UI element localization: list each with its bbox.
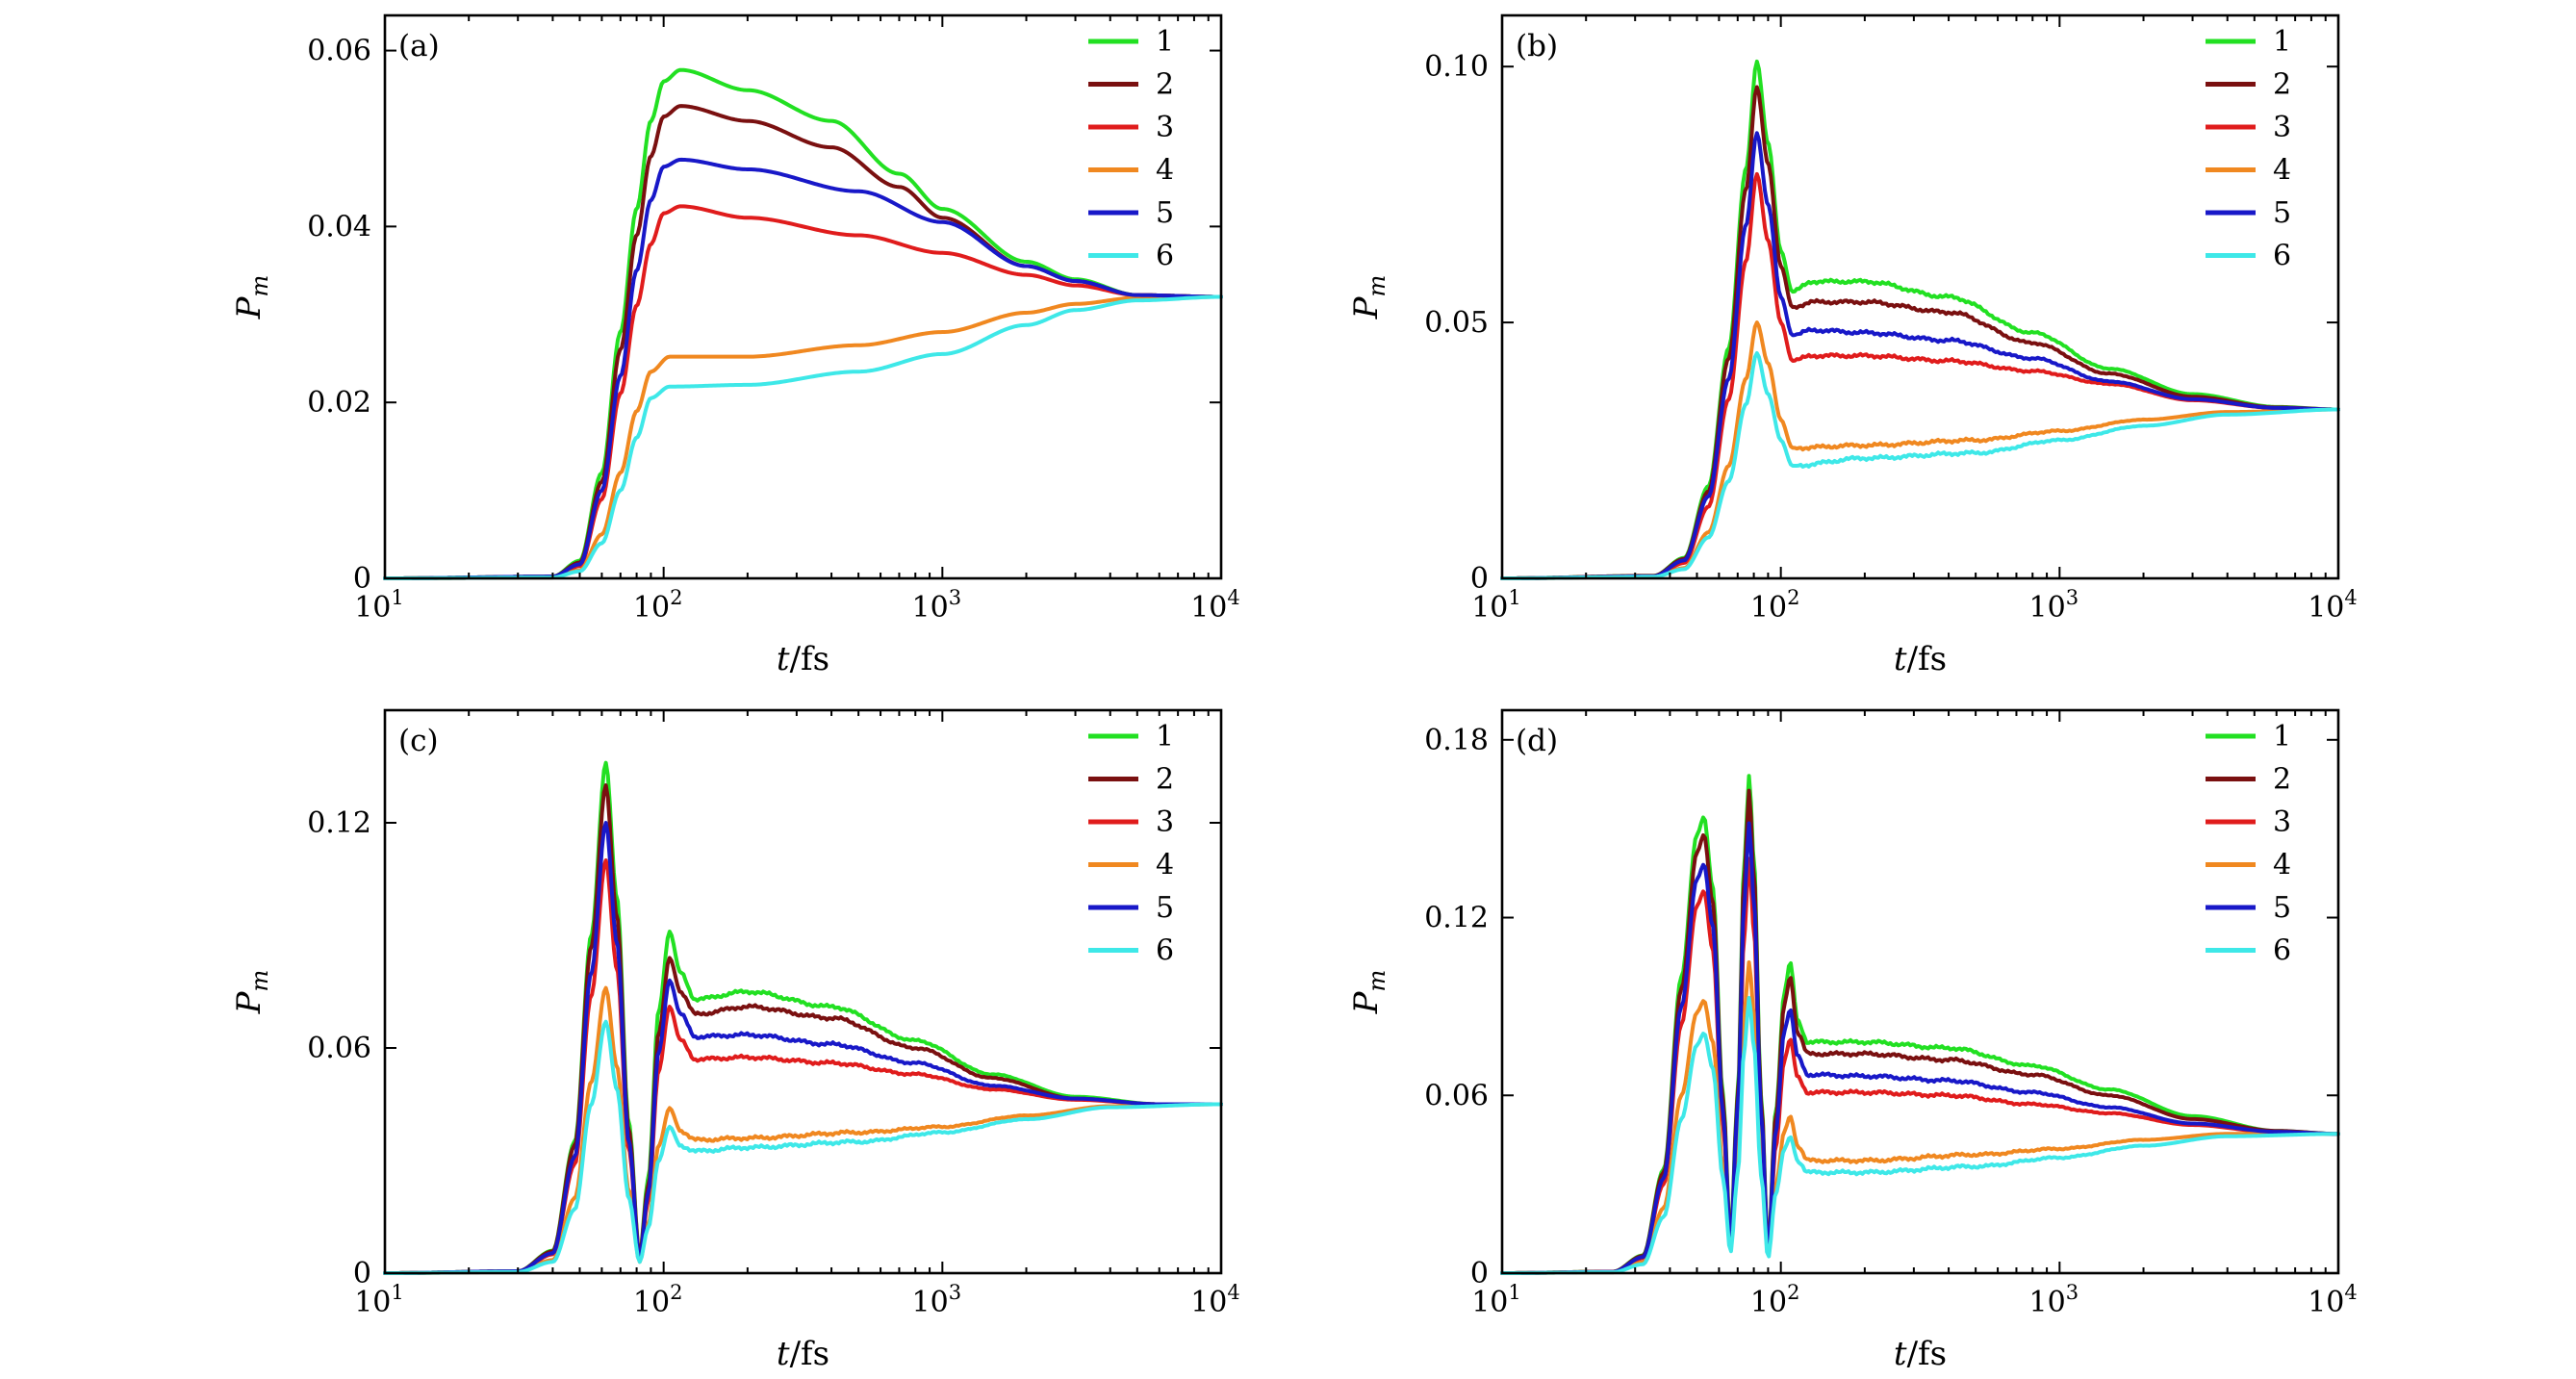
legend-label: 3 [1156, 111, 1174, 144]
x-tick-label: 103 [2029, 1281, 2079, 1319]
x-tick-label: 103 [2029, 586, 2079, 625]
x-tick-label: 102 [633, 586, 683, 625]
y-tick-label: 0.10 [1424, 50, 1489, 84]
legend-label: 2 [1156, 763, 1174, 797]
series-line-3 [1500, 171, 2340, 580]
x-axis-label: t/fs [777, 1335, 829, 1373]
x-tick-label: 104 [1190, 1281, 1240, 1319]
x-tick-label: 103 [912, 586, 962, 625]
y-axis-label: Pm [1347, 970, 1390, 1015]
legend-label: 6 [2273, 934, 2291, 968]
plot-frame [383, 708, 1223, 1275]
legend-label: 4 [1156, 154, 1174, 188]
x-tick-label: 101 [1471, 1281, 1521, 1319]
x-tick-label: 104 [1190, 586, 1240, 625]
x-tick-label: 104 [2308, 1281, 2358, 1319]
series-line-3 [383, 858, 1223, 1275]
x-tick-label: 102 [1750, 1281, 1800, 1319]
series-line-2 [383, 104, 1223, 580]
legend-label: 3 [2273, 111, 2291, 144]
panel-b: 101 102 103 104 0 0.05 0.10 t/fs Pm (b) 1 2 3 4 5 6 [1347, 13, 2358, 678]
y-tick-label: 0 [1470, 1257, 1489, 1290]
legend-label: 4 [2273, 154, 2291, 188]
y-tick-label: 0.04 [307, 210, 371, 243]
series-line-4 [383, 985, 1223, 1275]
plot-frame [383, 13, 1223, 580]
panel-label: (b) [1516, 29, 1558, 64]
series-line-1 [383, 760, 1223, 1275]
panel-label: (c) [398, 724, 439, 758]
legend-label: 6 [1156, 934, 1174, 968]
x-tick-label: 103 [912, 1281, 962, 1319]
panel-a: 101 102 103 104 0 0.02 0.04 0.06 t/fs Pm (a) 1 2 3 4 5 6 [230, 13, 1240, 678]
legend-label: 5 [2273, 196, 2291, 230]
series-line-2 [1500, 85, 2340, 580]
legend-label: 5 [2273, 891, 2291, 925]
legend-label: 2 [1156, 68, 1174, 102]
legend-label: 4 [1156, 849, 1174, 882]
x-axis-label: t/fs [1894, 640, 1947, 678]
series-line-5 [383, 821, 1223, 1275]
y-tick-label: 0 [353, 562, 371, 596]
y-axis-label: Pm [230, 275, 273, 320]
legend-label: 1 [2273, 25, 2291, 59]
panel-c: 101 102 103 104 0 0.06 0.12 t/fs Pm (c) 1 2 3 4 5 6 [230, 708, 1240, 1373]
legend-label: 5 [1156, 891, 1174, 925]
series-line-6 [1500, 351, 2340, 580]
y-tick-label: 0.12 [1424, 902, 1489, 935]
series-line-5 [1500, 821, 2340, 1275]
legend-label: 6 [2273, 240, 2291, 273]
x-tick-label: 102 [633, 1281, 683, 1319]
y-axis-label: Pm [1347, 275, 1390, 320]
y-tick-label: 0.12 [307, 806, 371, 840]
legend-label: 2 [2273, 68, 2291, 102]
series-line-5 [383, 157, 1223, 580]
y-tick-label: 0.05 [1424, 306, 1489, 340]
panel-label: (a) [398, 29, 440, 64]
x-axis-label: t/fs [1894, 1335, 1947, 1373]
y-tick-label: 0 [353, 1257, 371, 1290]
legend-label: 3 [2273, 805, 2291, 839]
legend-label: 5 [1156, 196, 1174, 230]
y-axis-label: Pm [230, 970, 273, 1015]
legend-label: 3 [1156, 805, 1174, 839]
series-line-4 [383, 294, 1223, 580]
x-tick-label: 101 [1471, 586, 1521, 625]
panel-d: 101 102 103 104 0 0.06 0.12 0.18 t/fs Pm (d) 1 2 3 4 5 6 [1347, 708, 2358, 1373]
y-tick-label: 0.06 [307, 1032, 371, 1065]
plot-frame [1500, 708, 2340, 1275]
x-tick-label: 101 [354, 1281, 404, 1319]
plot-frame [1500, 13, 2340, 580]
legend-label: 1 [1156, 25, 1174, 59]
legend-label: 1 [2273, 720, 2291, 753]
series-line-6 [1500, 995, 2340, 1275]
series-line-3 [383, 204, 1223, 580]
y-tick-label: 0.06 [307, 35, 371, 68]
x-tick-label: 101 [354, 586, 404, 625]
x-tick-label: 102 [1750, 586, 1800, 625]
y-tick-label: 0.18 [1424, 724, 1489, 757]
series-line-1 [383, 67, 1223, 580]
legend-label: 6 [1156, 240, 1174, 273]
series-line-1 [1500, 59, 2340, 580]
series-line-3 [1500, 856, 2340, 1275]
x-tick-label: 104 [2308, 586, 2358, 625]
series-line-2 [383, 783, 1223, 1275]
legend-label: 4 [2273, 849, 2291, 882]
series-line-6 [383, 294, 1223, 580]
legend-label: 1 [1156, 720, 1174, 753]
x-axis-label: t/fs [777, 640, 829, 678]
series-line-6 [383, 1019, 1223, 1275]
y-tick-label: 0.06 [1424, 1079, 1489, 1112]
y-tick-label: 0.02 [307, 386, 371, 420]
y-tick-label: 0 [1470, 562, 1489, 596]
panel-label: (d) [1516, 724, 1558, 758]
series-line-5 [1500, 131, 2340, 580]
series-line-1 [1500, 774, 2340, 1275]
legend-label: 2 [2273, 763, 2291, 797]
